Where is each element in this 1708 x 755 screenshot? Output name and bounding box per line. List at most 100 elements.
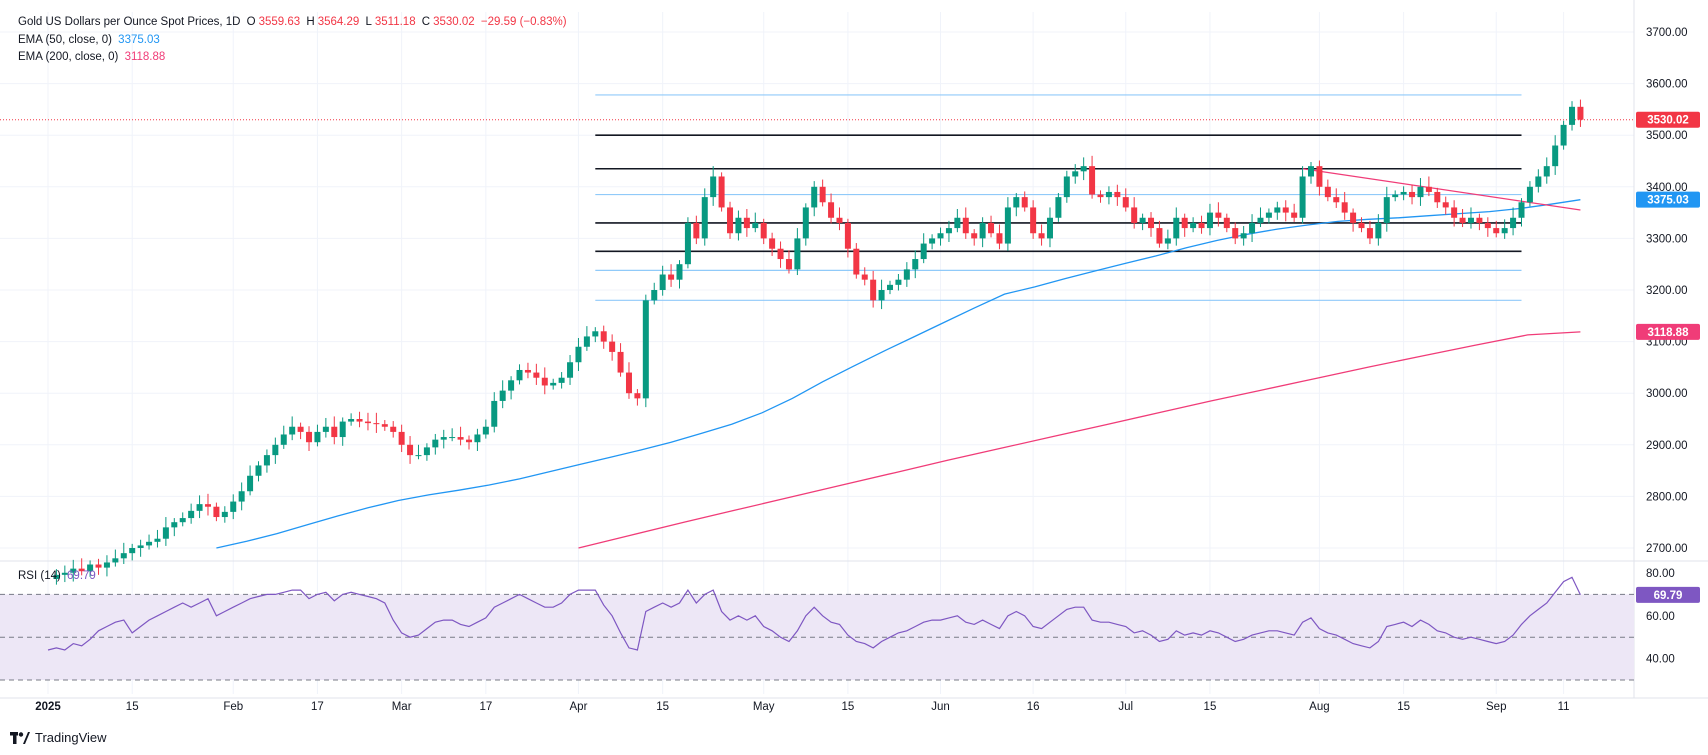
candle-body	[1350, 212, 1357, 223]
candle-body	[1265, 212, 1272, 218]
ema50-badge: 3375.03	[1647, 195, 1689, 207]
candle-body	[1021, 197, 1028, 208]
candle-body	[735, 217, 742, 234]
candle-body	[802, 207, 809, 239]
candle-body	[903, 269, 910, 280]
candle-body	[609, 341, 616, 352]
candle-body	[129, 548, 136, 554]
time-tick-label: Aug	[1309, 701, 1329, 713]
candle-body	[727, 207, 734, 234]
candle-body	[516, 369, 523, 381]
candle-body	[1139, 217, 1146, 223]
candle-body	[1072, 171, 1079, 177]
candle-body	[1114, 191, 1121, 198]
candle-body	[221, 511, 228, 518]
candle-body	[466, 439, 472, 443]
candle-body	[617, 351, 624, 373]
ema200-label: EMA (200, close, 0)	[18, 51, 119, 63]
candle-body	[364, 421, 371, 424]
candle-body	[1299, 176, 1306, 218]
candle-body	[1148, 217, 1155, 229]
candle-body	[508, 380, 515, 391]
candle-body	[979, 222, 986, 239]
candle-body	[752, 222, 759, 229]
candle-body	[1543, 166, 1550, 177]
candle-body	[137, 545, 144, 548]
candle-body	[600, 331, 607, 342]
candle-body	[743, 217, 750, 229]
candle-body	[1046, 217, 1053, 239]
price-tick-label: 3700.00	[1646, 27, 1688, 39]
candle-body	[524, 369, 531, 373]
candle-body	[1341, 202, 1348, 213]
candle-body	[1105, 191, 1112, 198]
candle-body	[1131, 207, 1138, 223]
ema50-legend[interactable]: EMA (50, close, 0) 3375.03	[18, 34, 163, 46]
candle-body	[423, 447, 430, 456]
candle-body	[1240, 233, 1247, 239]
candle-body	[1493, 228, 1500, 234]
ema200-value: 3118.88	[124, 51, 166, 63]
price-tick-label: 3600.00	[1646, 79, 1688, 91]
candle-body	[306, 431, 313, 443]
candle-body	[583, 336, 590, 347]
change-value: −29.59 (−0.83%)	[480, 16, 567, 28]
candle-body	[710, 176, 717, 198]
candle-body	[1173, 217, 1180, 239]
price-tick-label: 2900.00	[1646, 440, 1688, 452]
candle-body	[684, 222, 691, 265]
candle-body	[1181, 217, 1188, 229]
candle-body	[1459, 217, 1466, 223]
candle-body	[263, 455, 270, 466]
tradingview-logo[interactable]: TradingView	[10, 730, 107, 745]
candle-body	[1164, 238, 1171, 244]
time-tick-label: 15	[1397, 701, 1410, 713]
candle-body	[1206, 212, 1213, 229]
candle-body	[272, 444, 279, 456]
candle-body	[920, 243, 927, 260]
candle-body	[1451, 207, 1458, 218]
time-tick-label: Feb	[223, 701, 243, 713]
time-tick-label: 17	[479, 701, 492, 713]
candle-body	[550, 382, 557, 386]
candle-body	[937, 233, 944, 239]
candle-body	[853, 248, 860, 275]
candle-body	[954, 217, 961, 229]
price-tick-label: 2700.00	[1646, 543, 1688, 555]
candle-body	[1257, 217, 1264, 223]
candle-body	[154, 538, 161, 542]
candle-body	[1198, 222, 1205, 229]
candle-body	[625, 372, 632, 394]
price-tick-label: 3200.00	[1646, 285, 1688, 297]
candle-body	[1274, 207, 1281, 213]
candle-body	[280, 434, 287, 445]
candle-body	[331, 426, 338, 438]
candle-body	[1316, 166, 1323, 187]
candle-body	[533, 372, 540, 378]
candle-body	[339, 421, 346, 438]
ema200-legend[interactable]: EMA (200, close, 0) 3118.88	[18, 51, 168, 63]
time-tick-label: 15	[656, 701, 669, 713]
candle-body	[693, 222, 700, 239]
candle-body	[668, 274, 675, 280]
symbol-title[interactable]: Gold US Dollars per Ounce Spot Prices, 1…	[18, 16, 241, 28]
rsi-legend[interactable]: RSI (14) 69.79	[18, 570, 99, 582]
candle-body	[297, 426, 304, 432]
candle-body	[558, 377, 565, 383]
candle-body	[642, 300, 649, 399]
candle-body	[1038, 233, 1045, 239]
candle-body	[929, 238, 936, 244]
candle-body	[1442, 202, 1449, 208]
time-tick-label: 16	[1027, 701, 1040, 713]
candle-body	[912, 259, 919, 270]
candle-body	[1501, 228, 1508, 234]
candle-body	[1089, 166, 1096, 195]
ema200-badge: 3118.88	[1648, 327, 1690, 339]
candle-body	[785, 259, 792, 270]
candle-body	[760, 222, 767, 239]
candle-body	[499, 390, 506, 401]
candle-body	[188, 510, 195, 519]
time-tick-label: Jul	[1118, 701, 1133, 713]
ema200-line	[578, 331, 1581, 549]
